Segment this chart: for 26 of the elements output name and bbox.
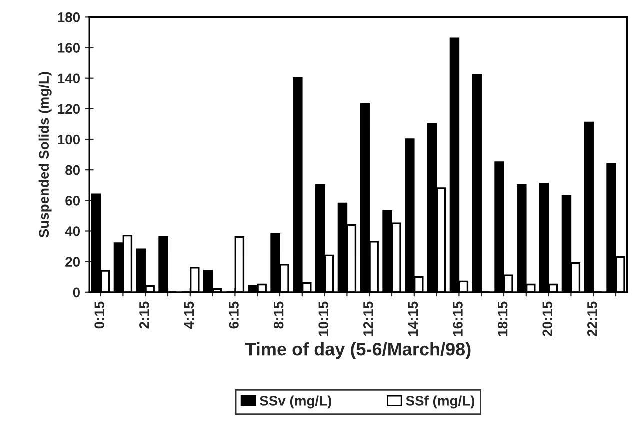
y-tick-label: 60 — [66, 196, 80, 206]
x-tick-label: 20:15 — [542, 302, 553, 336]
x-tick-label: 2:15 — [139, 302, 150, 329]
x-tick-label: 6:15 — [229, 302, 239, 329]
y-tick-label: 180 — [58, 12, 80, 22]
y-tick-label: 120 — [58, 104, 80, 114]
y-tick-label: 160 — [58, 43, 80, 53]
y-axis-title: Suspended Solids (mg/L) — [38, 72, 52, 238]
x-tick-label: 0:15 — [94, 302, 105, 329]
y-tick-label: 20 — [66, 257, 80, 267]
x-tick-label: 12:15 — [363, 302, 374, 336]
x-tick-label: 16:15 — [453, 302, 463, 336]
y-tick-label: 0 — [73, 288, 80, 298]
x-tick-label: 10:15 — [318, 302, 329, 336]
y-tick-label: 100 — [58, 134, 80, 145]
legend-label: SSv (mg/L) — [260, 396, 332, 409]
x-tick-label: 4:15 — [184, 302, 194, 330]
x-tick-label: 22:15 — [587, 302, 598, 336]
x-tick-label: 8:15 — [274, 302, 284, 329]
y-tick-label: 80 — [66, 165, 80, 176]
y-tick-label: 40 — [65, 226, 80, 236]
x-tick-label: 18:15 — [498, 302, 508, 336]
x-tick-label: 14:15 — [408, 302, 418, 336]
y-tick-label: 140 — [58, 74, 80, 84]
legend-label: SSf (mg/L) — [406, 396, 475, 409]
x-axis-title: Time of day (5-6/March/98) — [245, 342, 471, 360]
